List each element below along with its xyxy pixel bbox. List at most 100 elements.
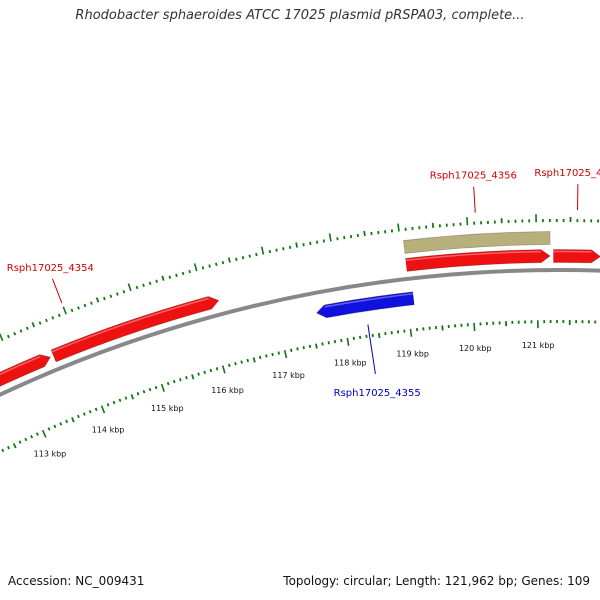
inner-tick [346, 337, 350, 346]
outer-tick [51, 316, 55, 320]
inner-tick [148, 387, 152, 392]
outer-tick [260, 246, 265, 255]
scale-label: 120 kbp [459, 344, 492, 353]
outer-tick [155, 279, 158, 283]
outer-tick [57, 313, 61, 318]
scale-label: 114 kbp [92, 425, 125, 434]
inner-tick [283, 350, 288, 359]
inner-tick [327, 341, 330, 345]
inner-tick-ring [1, 320, 597, 453]
inner-tick [12, 443, 17, 449]
outer-tick [77, 306, 80, 310]
forward-gene-arrow[interactable] [553, 249, 600, 264]
inner-tick [221, 365, 226, 374]
rna-gene-arrow[interactable] [403, 231, 551, 254]
outer-tick [227, 257, 231, 263]
inner-tick [35, 432, 39, 436]
gene-highlight [0, 355, 41, 376]
inner-tick [308, 344, 312, 349]
outer-tick [13, 332, 17, 336]
outer-tick [188, 269, 191, 274]
scale-labels: 113 kbp 114 kbp 115 kbp 116 kbp 117 kbp 118 k… [34, 341, 555, 458]
outer-tick [122, 290, 126, 294]
accession-text: Accession: NC_009431 [8, 574, 145, 588]
outer-tick [193, 263, 198, 272]
outer-tick [148, 281, 152, 285]
outer-tick [241, 256, 245, 260]
inner-tick [106, 403, 110, 407]
scale-label: 115 kbp [151, 404, 184, 413]
outer-tick [302, 243, 305, 247]
inner-tick [321, 342, 324, 346]
gene-label[interactable]: Rsph17025_4354 [7, 263, 94, 274]
outer-tick [62, 306, 67, 315]
outer-tick [161, 275, 165, 281]
inner-tick [333, 339, 337, 344]
inner-tick [154, 385, 158, 390]
outer-tick [288, 245, 292, 250]
inner-tick [30, 435, 34, 439]
inner-tick [82, 412, 86, 416]
inner-tick [71, 417, 75, 423]
gene-label[interactable]: Rsph17025_4356 [430, 171, 517, 182]
inner-tick [228, 363, 231, 368]
outer-tick [235, 257, 238, 261]
outer-tick-ring [0, 214, 599, 341]
inner-tick [271, 352, 274, 357]
inner-tick [179, 377, 182, 382]
scale-label: 113 kbp [34, 450, 67, 459]
outer-tick [201, 266, 205, 270]
outer-tick [103, 296, 106, 301]
inner-tick [209, 368, 213, 373]
genome-summary: Topology: circular; Length: 121,962 bp; … [283, 574, 590, 588]
outer-tick [116, 292, 119, 296]
outer-tick [221, 260, 225, 265]
outer-tick [208, 264, 211, 268]
inner-tick [277, 351, 281, 355]
outer-tick [127, 283, 132, 292]
outer-tick [6, 334, 10, 339]
scale-label: 116 kbp [211, 386, 244, 395]
gene-label-layer: Rsph17025_4354 Rsph17025_4355 Rsph17025_43… [7, 168, 600, 399]
inner-tick [18, 440, 22, 444]
inner-tick [473, 322, 476, 331]
outer-tick [328, 233, 332, 242]
outer-tick [215, 262, 218, 267]
outer-tick [19, 329, 23, 333]
inner-tick [265, 354, 268, 358]
forward-gene-arrow[interactable] [0, 354, 52, 419]
reverse-gene-arrow[interactable] [315, 291, 415, 319]
gene-label[interactable]: Rsph17025_4357 [534, 168, 600, 179]
outer-tick [268, 249, 272, 254]
outer-tick [248, 254, 251, 258]
inner-tick [258, 355, 262, 360]
inner-tick [246, 358, 250, 363]
inner-tick [118, 398, 122, 402]
inner-tick [191, 374, 195, 380]
outer-tick [45, 318, 48, 323]
outer-tick [135, 285, 139, 290]
forward-gene-arrow[interactable] [405, 249, 551, 272]
inner-tick [65, 419, 69, 424]
gene-highlight [405, 250, 542, 262]
outer-tick [397, 223, 400, 232]
inner-tick [252, 357, 256, 363]
scale-label: 121 kbp [522, 341, 555, 350]
outer-tick [31, 322, 36, 328]
outer-tick [109, 294, 113, 298]
outer-tick [38, 321, 42, 325]
inner-tick [290, 348, 293, 352]
outer-tick [142, 283, 145, 288]
inner-tick [88, 409, 92, 414]
inner-tick [340, 338, 343, 343]
gene-label[interactable]: Rsph17025_4355 [334, 388, 421, 399]
forward-gene-arrow[interactable] [50, 296, 220, 363]
map-title: Rhodobacter sphaeroides ATCC 17025 plasm… [75, 8, 525, 23]
outer-tick [255, 252, 258, 257]
inner-tick [166, 381, 170, 386]
inner-tick [100, 405, 106, 414]
inner-tick [1, 448, 5, 453]
outer-tick [168, 275, 172, 279]
scale-label: 119 kbp [396, 350, 429, 359]
